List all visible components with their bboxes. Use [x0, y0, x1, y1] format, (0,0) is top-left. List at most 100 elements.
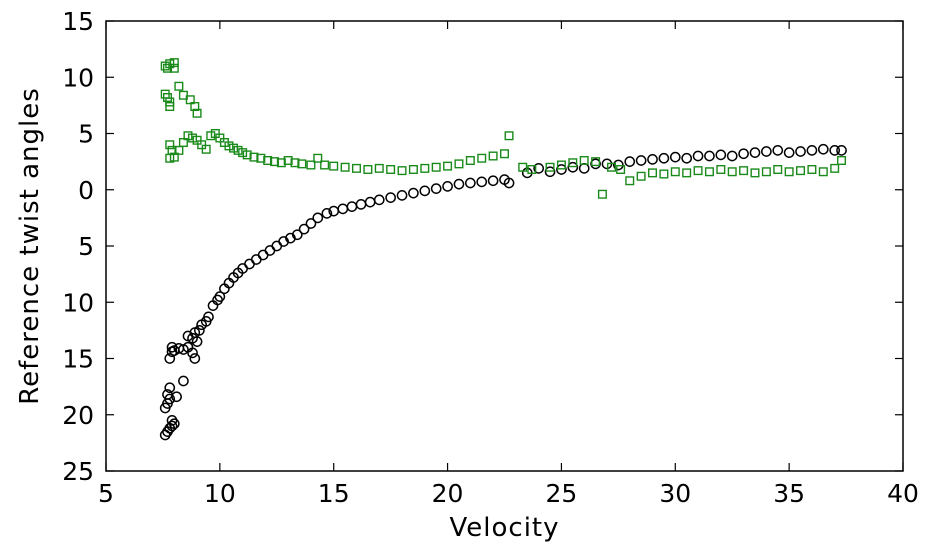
- square-data-point: [283, 155, 293, 165]
- circle-data-point: [385, 192, 396, 203]
- square-data-point: [178, 137, 188, 147]
- square-data-point: [636, 171, 646, 181]
- circle-data-point: [590, 158, 601, 170]
- square-data-point: [363, 164, 373, 174]
- circle-data-point: [795, 146, 806, 157]
- square-data-point: [351, 163, 361, 173]
- y-tick-label: 5: [78, 120, 94, 149]
- square-data-point: [169, 58, 179, 68]
- square-data-point: [818, 167, 828, 177]
- y-tick-label: 15: [62, 7, 94, 36]
- data-points: [159, 58, 847, 441]
- y-axis-label: Reference twist angles: [15, 87, 45, 405]
- square-data-point: [716, 164, 726, 174]
- circle-data-point: [464, 177, 476, 189]
- circle-data-point: [692, 150, 704, 162]
- square-data-point: [807, 164, 817, 174]
- square-data-point: [408, 164, 418, 174]
- square-data-point: [160, 61, 170, 71]
- square-data-point: [206, 131, 216, 141]
- square-data-point: [249, 152, 259, 162]
- square-data-point: [229, 143, 239, 153]
- square-data-point: [488, 151, 498, 161]
- circle-data-point: [544, 166, 556, 178]
- square-data-point: [568, 158, 578, 168]
- circle-data-point: [487, 175, 499, 187]
- circle-data-point: [373, 194, 385, 206]
- x-tick-label: 20: [432, 479, 464, 508]
- square-data-point: [165, 140, 175, 150]
- square-data-point: [374, 163, 384, 173]
- y-tick-label: 10: [62, 63, 94, 92]
- circle-data-point: [187, 347, 198, 359]
- square-data-point: [162, 63, 172, 73]
- square-data-point: [192, 108, 202, 118]
- square-data-point: [465, 155, 475, 165]
- square-data-point: [165, 153, 175, 163]
- circle-data-point: [166, 415, 178, 426]
- square-data-point: [297, 159, 307, 169]
- y-tick-label: 5: [78, 232, 94, 261]
- square-data-point: [648, 168, 658, 178]
- square-data-point: [431, 162, 441, 172]
- circle-data-point: [783, 147, 795, 158]
- y-tick-label: 20: [62, 401, 94, 430]
- square-data-point: [174, 81, 184, 91]
- square-data-point: [443, 161, 453, 171]
- circle-data-point: [171, 391, 182, 403]
- circle-data-point: [298, 223, 310, 235]
- y-tick-label: 25: [62, 457, 94, 486]
- square-data-point: [518, 162, 528, 172]
- square-data-point: [256, 153, 266, 163]
- tick-labels: 5 10 15 20 25 30 35 40 15 10 5 0 5 10 15 20 25: [62, 7, 919, 508]
- square-data-point: [397, 166, 407, 176]
- circle-data-point: [578, 163, 590, 174]
- square-data-point: [420, 163, 430, 173]
- circle-data-point: [257, 249, 269, 261]
- circle-data-point: [430, 183, 442, 194]
- circle-data-point: [635, 155, 647, 166]
- square-data-point: [773, 164, 783, 174]
- square-data-point: [188, 133, 198, 143]
- circle-data-point: [312, 212, 324, 224]
- circle-data-point: [164, 353, 176, 364]
- square-data-point: [185, 95, 195, 105]
- x-tick-label: 30: [659, 479, 691, 508]
- x-tick-label: 35: [773, 479, 805, 508]
- circle-data-point: [355, 199, 367, 210]
- square-data-point: [607, 162, 617, 172]
- square-data-point: [242, 150, 252, 160]
- circle-data-point: [669, 151, 681, 163]
- circle-data-point: [271, 240, 283, 252]
- square-data-point: [169, 63, 179, 73]
- square-data-point: [270, 157, 280, 167]
- square-data-point: [233, 145, 243, 155]
- square-data-point: [727, 167, 737, 177]
- square-data-point: [545, 162, 555, 172]
- square-data-point: [340, 162, 350, 172]
- square-data-point: [224, 141, 234, 151]
- square-data-point: [169, 152, 179, 162]
- y-tick-label: 10: [62, 288, 94, 317]
- circle-data-point: [164, 382, 176, 394]
- circle-data-point: [761, 146, 772, 157]
- circle-data-point: [337, 203, 349, 215]
- square-data-point: [165, 101, 175, 111]
- square-data-point: [454, 159, 464, 169]
- square-data-point: [263, 155, 273, 165]
- square-data-point: [183, 131, 193, 141]
- y-tick-label: 15: [62, 345, 94, 374]
- circle-data-point: [396, 190, 408, 201]
- square-data-point: [625, 176, 635, 186]
- square-data-point: [174, 145, 184, 155]
- square-data-point: [704, 167, 714, 177]
- square-data-point: [761, 167, 771, 177]
- circle-data-point: [772, 145, 784, 156]
- circle-data-point: [556, 164, 567, 175]
- circle-data-point: [408, 187, 419, 199]
- circle-data-point: [453, 178, 465, 190]
- circle-data-point: [749, 147, 761, 158]
- circle-data-point: [364, 196, 376, 208]
- plot-frame: [105, 20, 904, 472]
- circle-data-point: [244, 258, 255, 270]
